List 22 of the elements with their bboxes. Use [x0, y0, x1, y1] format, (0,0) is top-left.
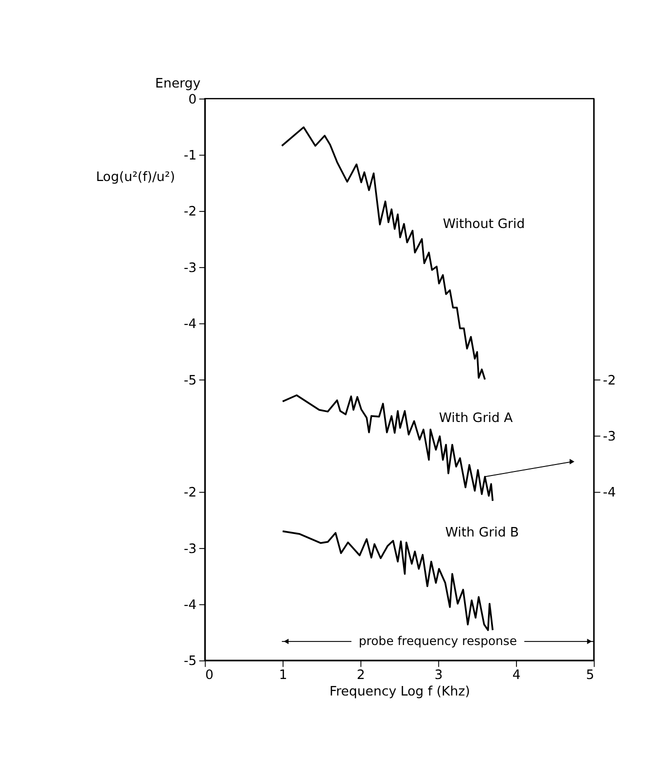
x-tick-label: 1	[278, 668, 288, 684]
x-tick-label: 2	[356, 668, 365, 684]
y-axis-title: Log(u²(f)/u²)	[96, 170, 176, 186]
y-tick-label: -3	[184, 260, 197, 276]
y2-tick-label: -2	[602, 373, 616, 388]
y-tick-label: -5	[184, 373, 197, 388]
x-tick-label: 5	[586, 668, 594, 684]
y-tick-label: -4	[184, 317, 197, 332]
series-label: With Grid A	[439, 410, 513, 426]
text: Energy	[155, 76, 201, 92]
x-axis-title: Frequency Log f (Khz)	[329, 684, 470, 700]
y-tick-label: -1	[184, 148, 197, 164]
y2-tick-label: -3	[602, 429, 616, 444]
x-tick-label: 4	[512, 668, 521, 684]
y-tick-label: 0	[188, 92, 197, 108]
series-label: Without Grid	[442, 217, 525, 232]
y-tick-label: -2	[184, 204, 197, 220]
x-tick-label: 3	[434, 668, 443, 684]
annotation: probe frequency response	[358, 634, 517, 648]
text: With Grid B	[445, 525, 519, 540]
y2-tick-label: -4	[602, 486, 616, 501]
x-tick-label: 0	[205, 668, 214, 684]
